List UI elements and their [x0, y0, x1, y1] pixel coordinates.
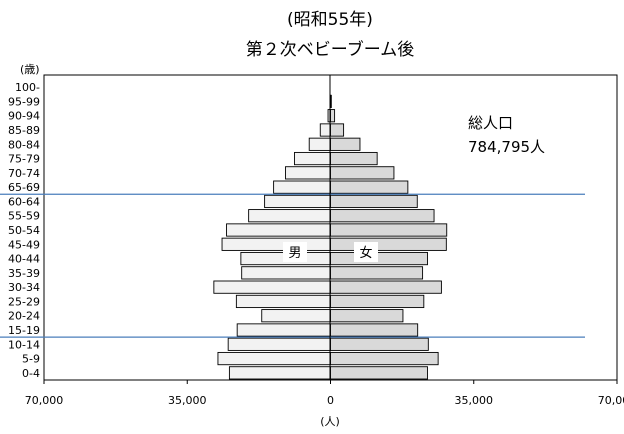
bar-female-95-99 — [330, 94, 332, 109]
bar-female-70-74 — [330, 166, 395, 180]
age-label-10-14: 10-14 — [8, 338, 40, 351]
bar-male-75-79 — [294, 151, 331, 166]
age-label-20-24: 20-24 — [8, 310, 40, 323]
age-label-90-94: 90-94 — [8, 110, 40, 123]
bar-female-40-44 — [330, 251, 428, 266]
x-ticks-group: 70,000 35,000 0 35,000 70,000 — [25, 380, 624, 407]
bar-male-25-29 — [235, 294, 331, 309]
age-label-15-19: 15-19 — [8, 324, 40, 337]
female-series-label: 女 — [359, 245, 372, 261]
bar-female-5-9 — [330, 351, 439, 366]
bar-male-50-54 — [226, 223, 331, 237]
total-population-value: 784,795人 — [468, 138, 545, 156]
chart-title: (昭和55年) — [287, 10, 373, 30]
bar-female-65-69 — [330, 180, 409, 194]
x-axis-label: (人) — [320, 415, 340, 428]
age-label-0-4: 0-4 — [22, 367, 40, 380]
bar-female-50-54 — [330, 223, 448, 237]
chart-subtitle: 第２次ベビーブーム後 — [246, 39, 414, 60]
age-label-70-74: 70-74 — [8, 167, 40, 180]
bar-male-60-64 — [264, 194, 331, 209]
bar-male-30-34 — [213, 280, 331, 294]
age-label-25-29: 25-29 — [8, 295, 40, 308]
age-label-85-89: 85-89 — [8, 124, 40, 137]
bar-female-30-34 — [330, 280, 442, 294]
age-axis-label: (歳) — [20, 63, 40, 76]
age-label-5-9: 5-9 — [22, 353, 40, 366]
x-tick-label-1: 35,000 — [168, 394, 207, 407]
bars-group — [213, 94, 448, 380]
age-label-50-54: 50-54 — [8, 224, 40, 237]
bar-female-20-24 — [330, 309, 404, 323]
bar-female-60-64 — [330, 194, 418, 209]
bar-male-0-4 — [228, 366, 331, 380]
bar-male-55-59 — [248, 209, 331, 223]
bar-male-70-74 — [285, 166, 331, 180]
age-label-40-44: 40-44 — [8, 253, 40, 266]
male-series-label: 男 — [288, 246, 301, 261]
age-label-45-49: 45-49 — [8, 238, 40, 251]
bar-female-10-14 — [330, 337, 429, 351]
bar-male-80-84 — [308, 137, 331, 151]
bar-female-0-4 — [330, 366, 428, 380]
bar-female-15-19 — [330, 323, 419, 337]
age-label-75-79: 75-79 — [8, 153, 40, 166]
bar-female-75-79 — [330, 151, 378, 166]
bar-female-55-59 — [330, 209, 435, 223]
x-tick-label-4: 70,000 — [598, 394, 624, 407]
bar-female-90-94 — [330, 109, 336, 123]
bar-male-20-24 — [261, 309, 331, 323]
x-tick-label-3: 35,000 — [455, 394, 494, 407]
bar-female-25-29 — [330, 294, 425, 309]
female-label-box — [354, 242, 378, 262]
bar-male-45-49 — [221, 237, 331, 251]
bar-male-15-19 — [236, 323, 331, 337]
reference-lines-group — [0, 193, 585, 338]
male-label-box — [283, 242, 307, 262]
age-label-35-39: 35-39 — [8, 267, 40, 280]
total-population-label: 総人口 — [468, 114, 513, 132]
bar-male-65-69 — [273, 180, 331, 194]
bar-male-5-9 — [217, 351, 331, 366]
age-label-55-59: 55-59 — [8, 210, 40, 223]
bar-male-35-39 — [241, 266, 331, 280]
bar-male-85-89 — [319, 123, 331, 137]
age-label-60-64: 60-64 — [8, 195, 40, 208]
age-label-95-99: 95-99 — [8, 95, 40, 108]
age-label-80-84: 80-84 — [8, 138, 40, 151]
bar-female-85-89 — [330, 123, 345, 137]
x-tick-label-2: 0 — [327, 394, 334, 407]
x-tick-label-0: 70,000 — [25, 394, 64, 407]
bar-female-45-49 — [330, 237, 447, 251]
bar-male-10-14 — [227, 337, 331, 351]
bar-female-80-84 — [330, 137, 361, 151]
age-label-30-34: 30-34 — [8, 281, 40, 294]
bar-female-35-39 — [330, 266, 424, 280]
age-label-65-69: 65-69 — [8, 181, 40, 194]
age-label-100-: 100- — [15, 81, 40, 94]
